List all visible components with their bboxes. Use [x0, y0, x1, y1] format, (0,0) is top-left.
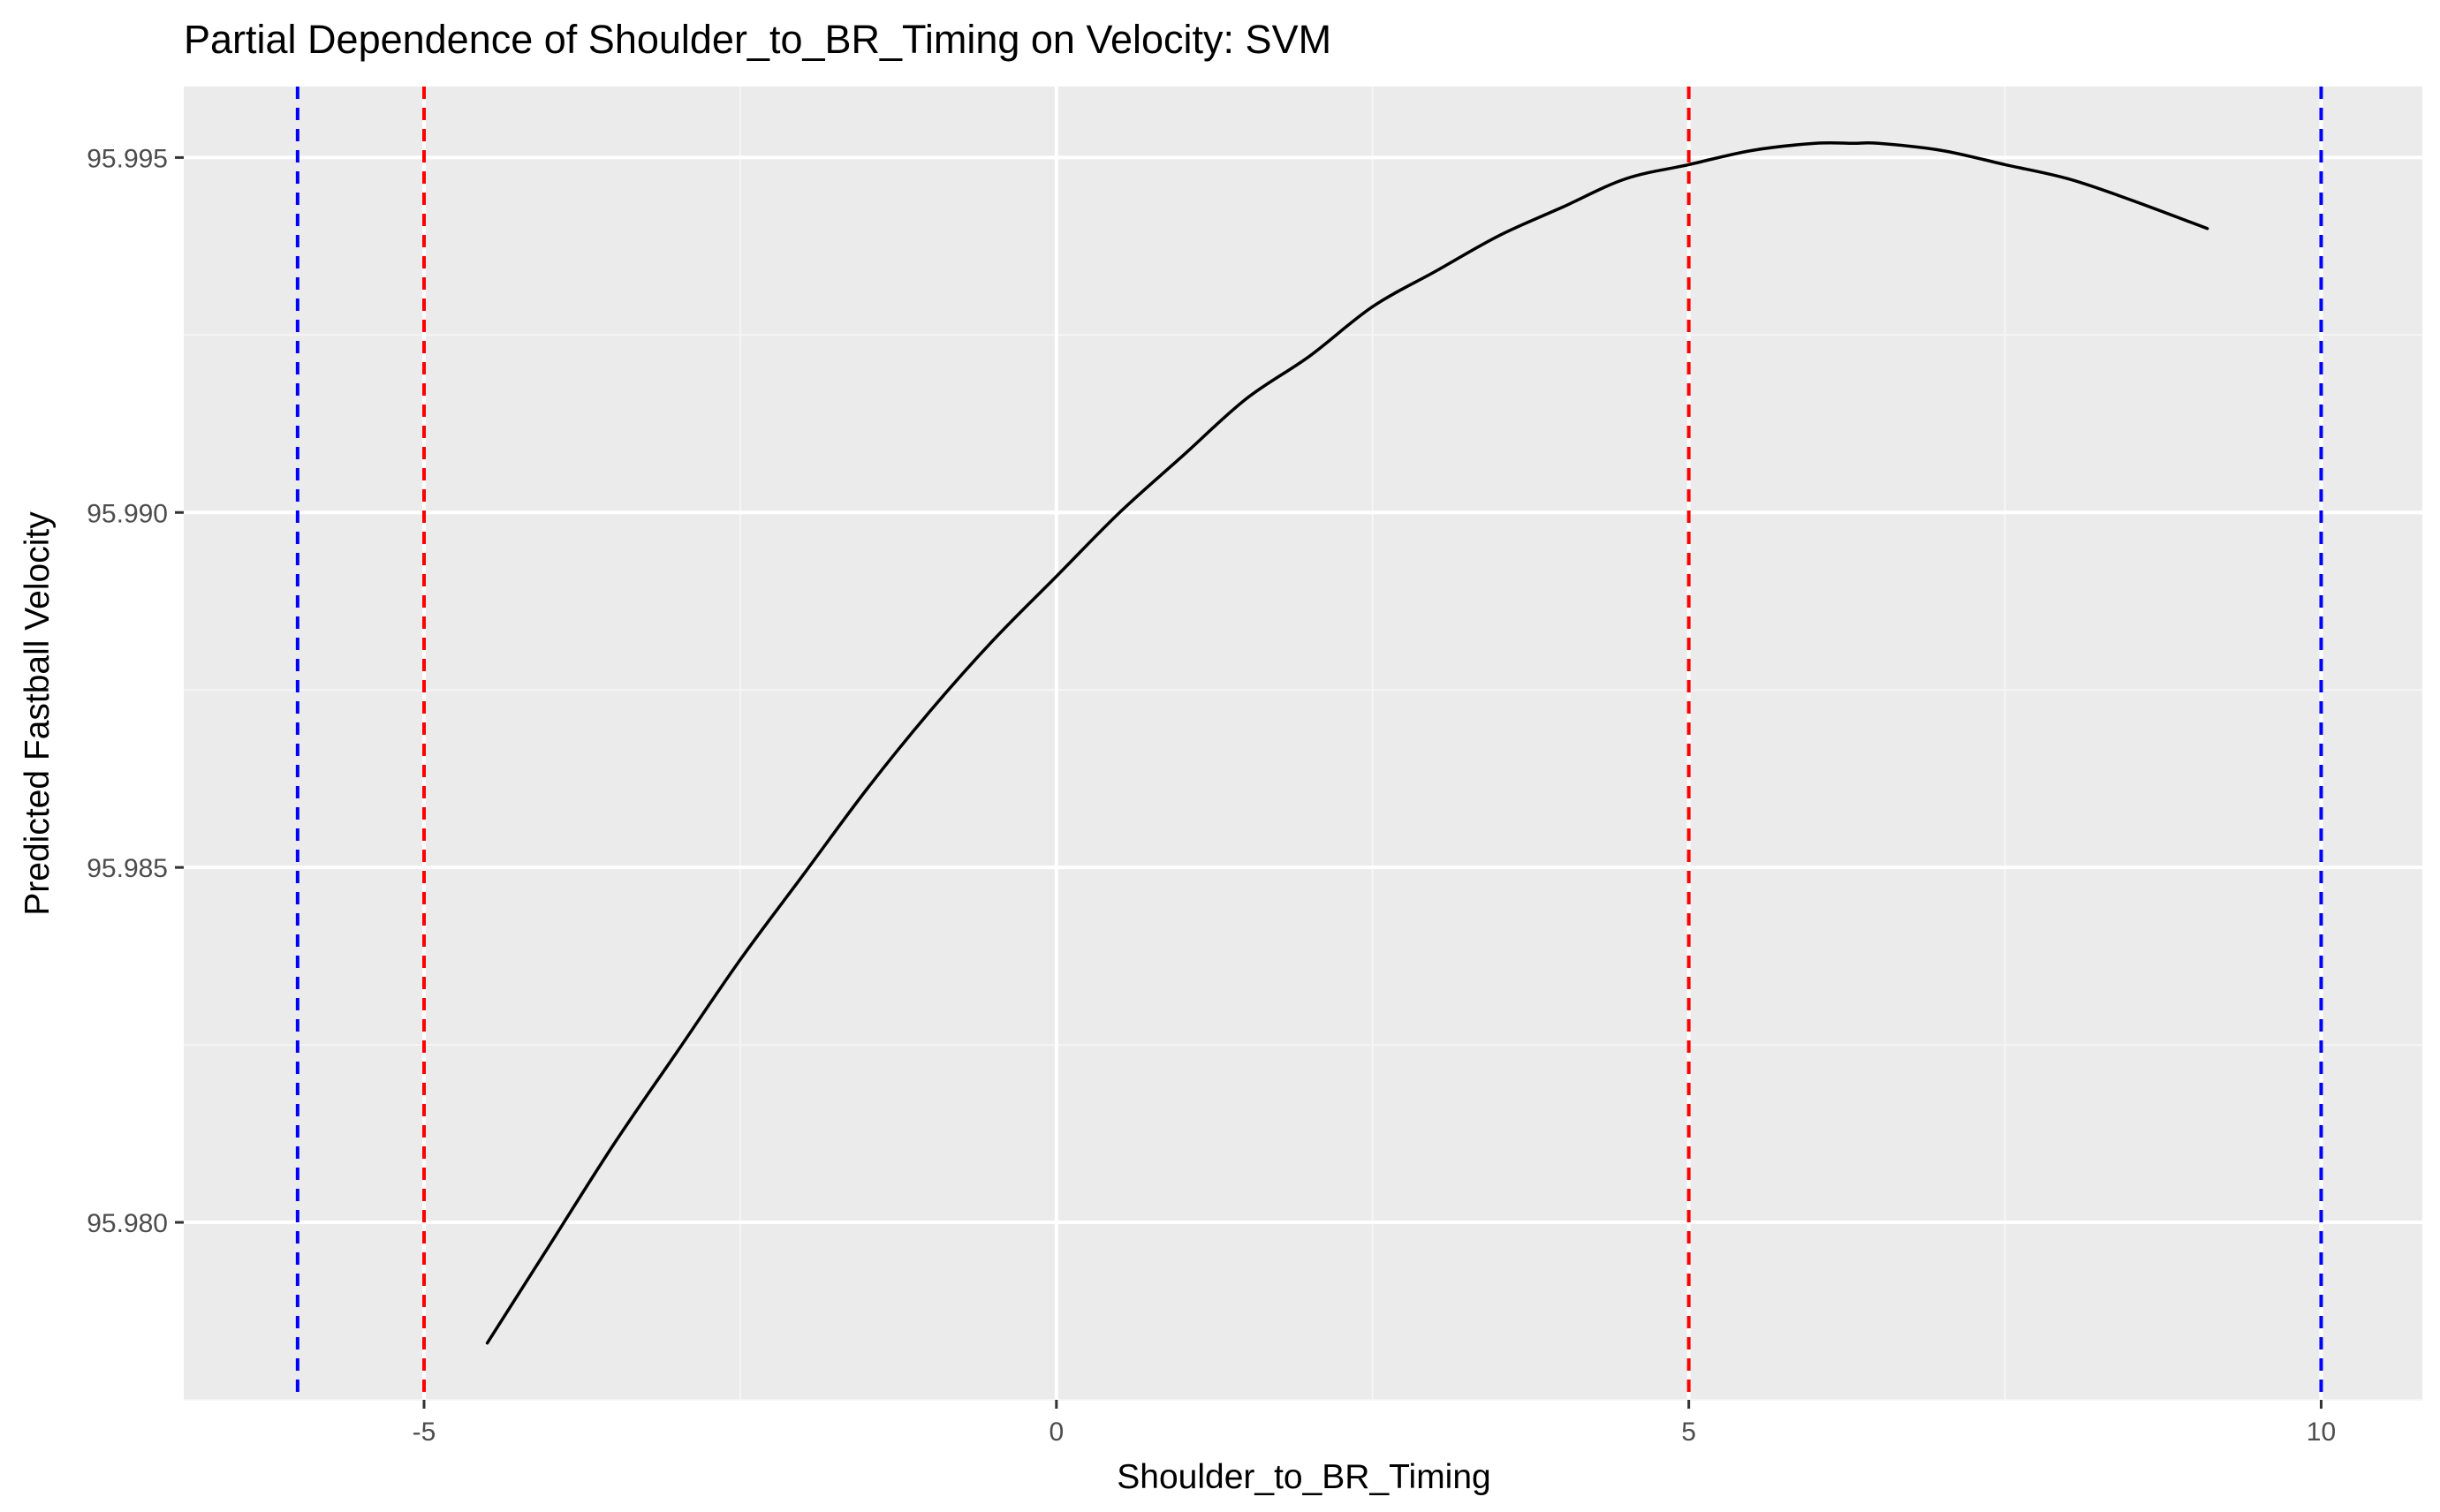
y-tick-label: 95.990: [87, 499, 168, 528]
y-axis-ticks: 95.980 95.985 95.990 95.995: [87, 144, 184, 1238]
x-axis-ticks: -5 0 5 10: [413, 1400, 2336, 1447]
x-axis-label: Shoulder_to_BR_Timing: [1117, 1458, 1490, 1496]
x-tick-label: 10: [2307, 1418, 2336, 1447]
x-tick-label: 0: [1049, 1418, 1064, 1447]
pdp-curve: [485, 140, 2209, 1345]
chart-title: Partial Dependence of Shoulder_to_BR_Tim…: [184, 17, 1331, 62]
x-tick-label: 5: [1681, 1418, 1696, 1447]
x-tick-label: -5: [413, 1418, 436, 1447]
y-tick-label: 95.980: [87, 1209, 168, 1238]
reference-lines: [295, 87, 2323, 1400]
y-axis-label: Predicted Fastball Velocity: [19, 511, 57, 916]
y-tick-label: 95.985: [87, 854, 168, 883]
series-lines: [485, 140, 2209, 1345]
y-tick-label: 95.995: [87, 144, 168, 173]
plot-panel: [184, 87, 2422, 1400]
